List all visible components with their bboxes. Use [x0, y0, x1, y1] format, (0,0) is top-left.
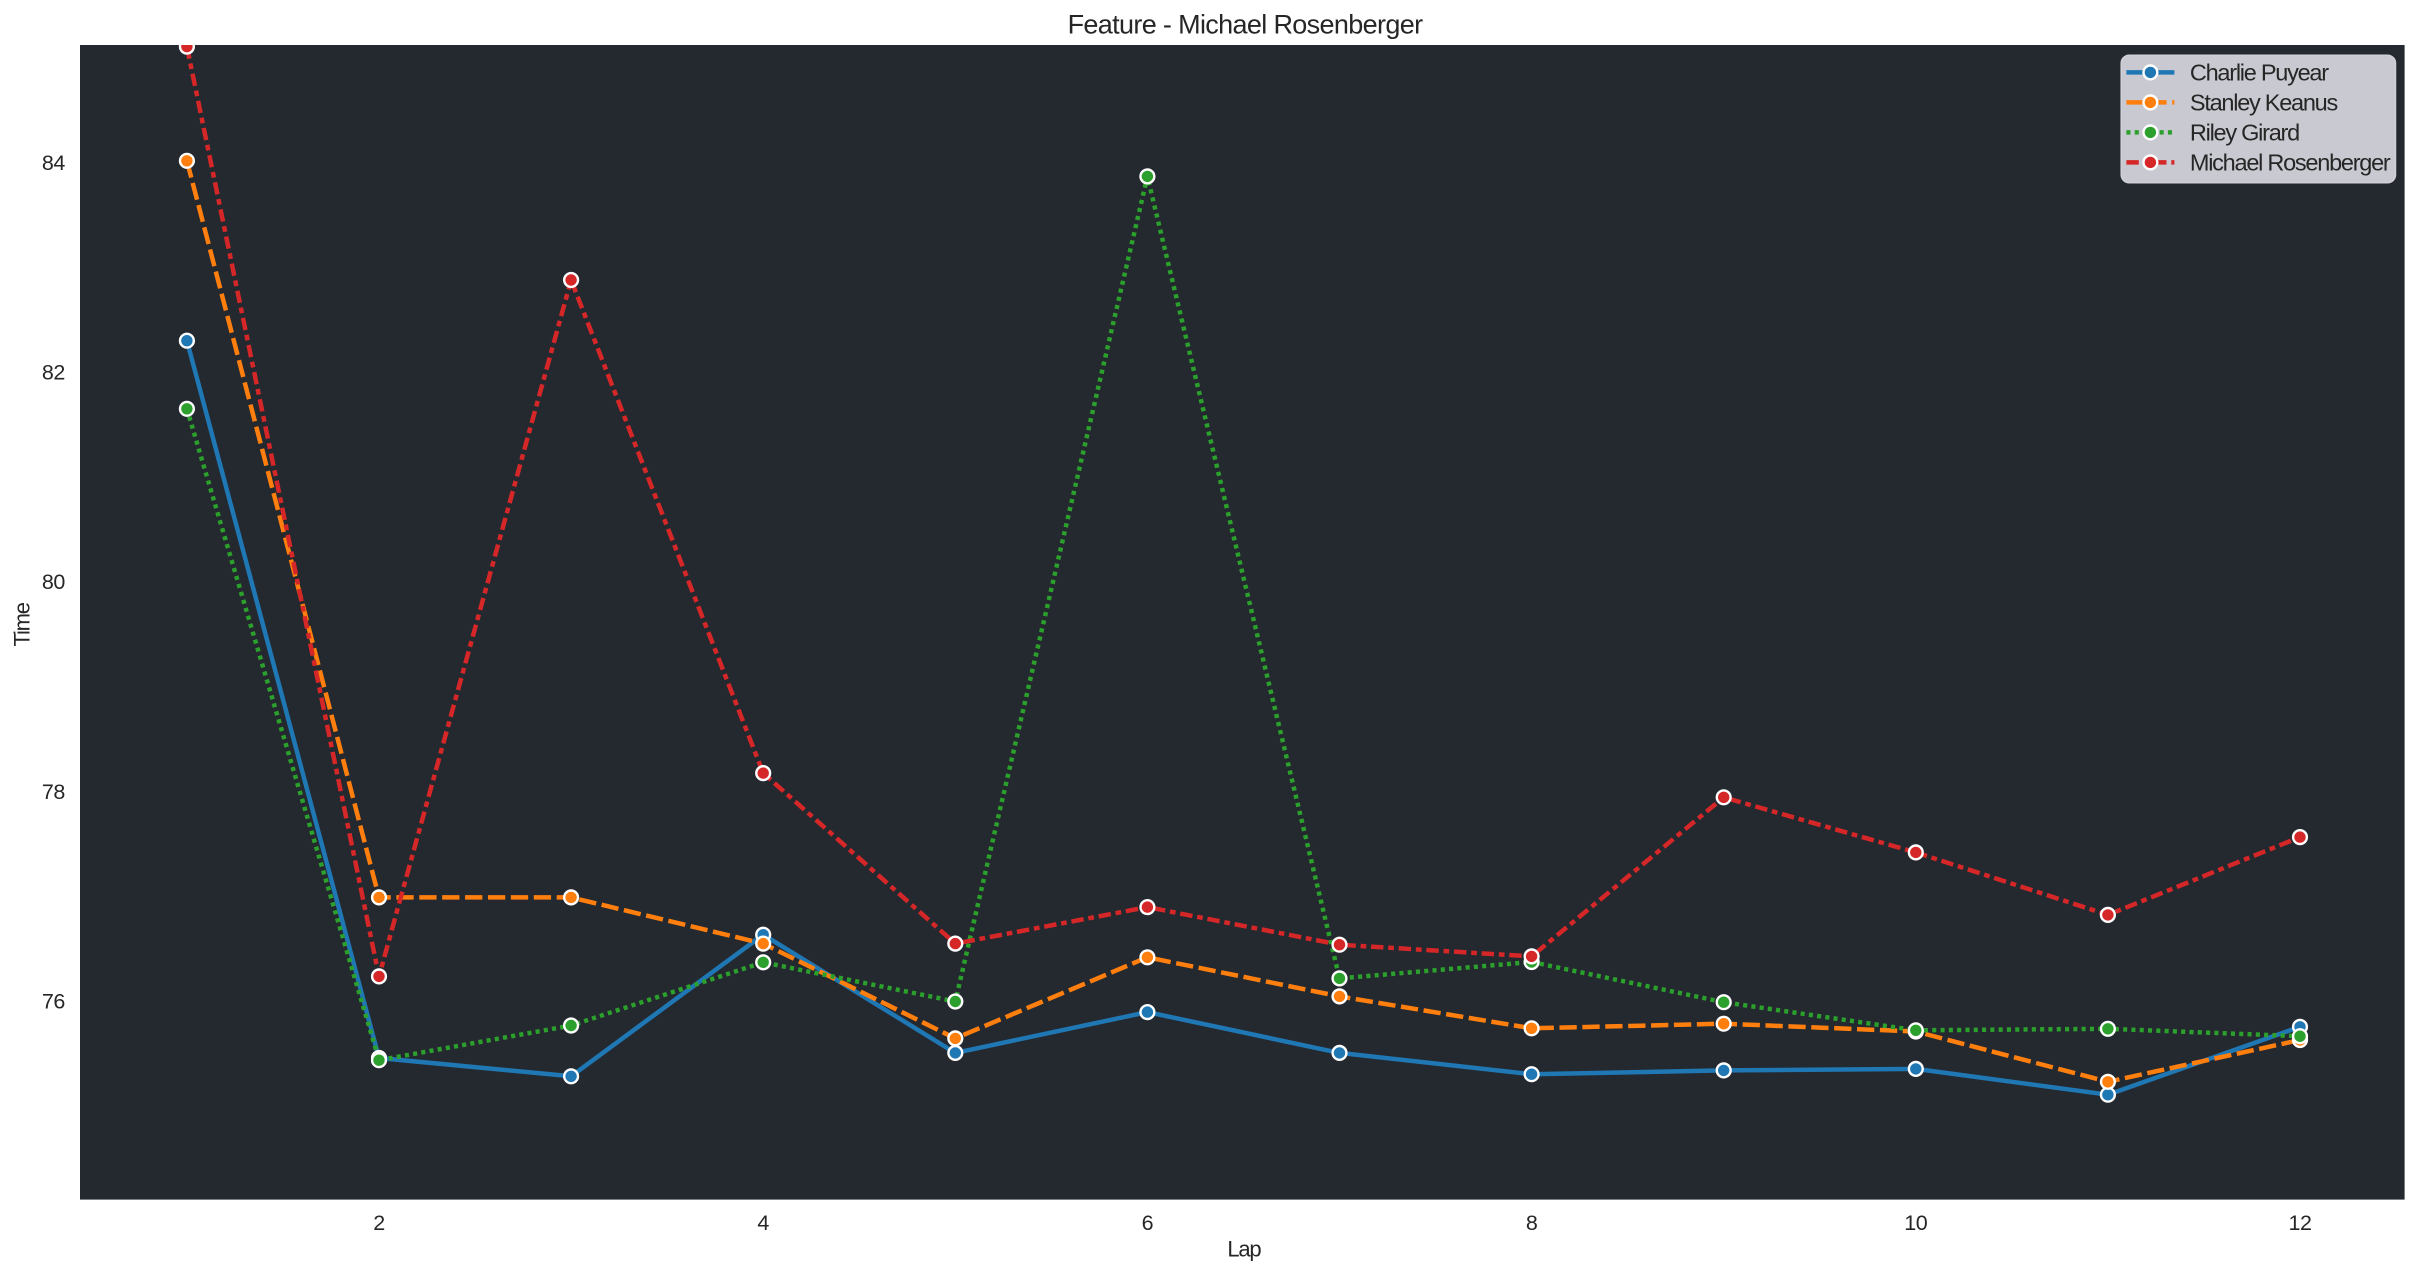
svg-text:Time: Time	[9, 602, 34, 646]
svg-text:12: 12	[2288, 1211, 2311, 1235]
svg-text:84: 84	[42, 151, 66, 175]
svg-text:82: 82	[42, 361, 65, 385]
svg-text:4: 4	[757, 1211, 769, 1235]
svg-text:2: 2	[373, 1211, 385, 1235]
svg-text:Riley Girard: Riley Girard	[2190, 119, 2299, 145]
svg-text:10: 10	[1904, 1211, 1928, 1235]
svg-text:78: 78	[42, 780, 66, 804]
svg-text:6: 6	[1142, 1211, 1154, 1235]
svg-text:Michael Rosenberger: Michael Rosenberger	[2190, 149, 2391, 175]
svg-text:Charlie Puyear: Charlie Puyear	[2190, 59, 2329, 85]
svg-text:Stanley Keanus: Stanley Keanus	[2190, 89, 2338, 115]
svg-text:8: 8	[1526, 1211, 1538, 1235]
svg-text:80: 80	[42, 570, 66, 594]
svg-text:Lap: Lap	[1227, 1237, 1261, 1262]
svg-text:Feature - Michael Rosenberger: Feature - Michael Rosenberger	[1068, 10, 1423, 40]
svg-text:76: 76	[42, 990, 66, 1014]
